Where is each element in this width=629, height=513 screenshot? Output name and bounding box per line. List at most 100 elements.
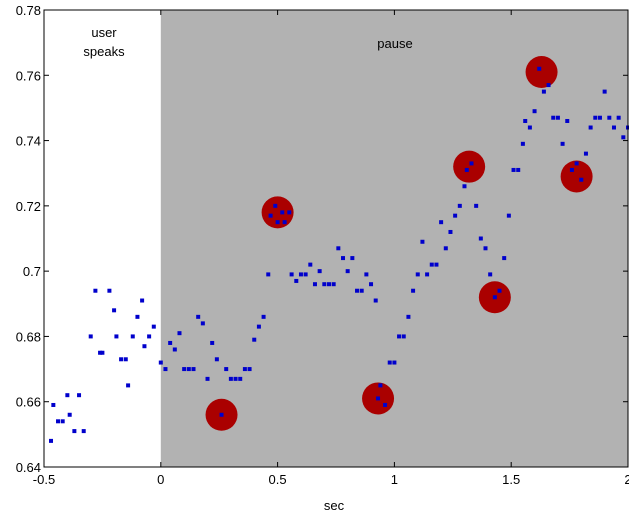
data-point-13 <box>107 288 112 293</box>
data-point-29 <box>177 331 182 336</box>
region-1 <box>160 10 629 467</box>
data-point-53 <box>282 220 287 225</box>
data-point-28 <box>172 347 177 352</box>
data-point-17 <box>123 357 128 362</box>
data-point-121 <box>588 125 593 130</box>
data-point-98 <box>483 246 488 251</box>
data-point-118 <box>574 161 579 166</box>
data-point-65 <box>336 246 341 251</box>
data-point-20 <box>135 314 140 319</box>
data-point-36 <box>210 340 215 345</box>
data-point-42 <box>238 376 243 381</box>
y-tick-label-5: 0.74 <box>16 134 41 149</box>
data-point-111 <box>541 89 546 94</box>
data-point-81 <box>406 314 411 319</box>
highlight-circle-5 <box>525 56 558 89</box>
data-point-63 <box>326 282 331 287</box>
data-point-96 <box>474 203 479 208</box>
data-point-74 <box>376 396 381 401</box>
data-point-9 <box>88 334 93 339</box>
data-point-49 <box>268 213 273 218</box>
data-point-124 <box>602 89 607 94</box>
data-point-47 <box>261 314 266 319</box>
data-point-70 <box>359 288 364 293</box>
data-point-64 <box>331 282 336 287</box>
data-point-60 <box>312 282 317 287</box>
data-point-66 <box>341 256 346 261</box>
data-point-8 <box>81 429 86 434</box>
x-axis-title: sec <box>324 498 345 513</box>
data-point-114 <box>555 115 560 120</box>
data-point-16 <box>119 357 124 362</box>
data-point-125 <box>607 115 612 120</box>
data-point-71 <box>364 272 369 277</box>
data-point-18 <box>126 383 131 388</box>
region-labels: user speaks pause <box>83 25 412 59</box>
data-point-120 <box>583 151 588 156</box>
data-point-76 <box>383 402 388 407</box>
data-point-57 <box>298 272 303 277</box>
data-point-38 <box>219 412 224 417</box>
y-tick-label-0: 0.64 <box>16 460 41 475</box>
data-point-61 <box>317 269 322 274</box>
data-point-83 <box>415 272 420 277</box>
data-point-115 <box>560 141 565 146</box>
data-point-89 <box>443 246 448 251</box>
data-point-67 <box>345 269 350 274</box>
plot-area-frame <box>43 9 629 468</box>
region-label-user-line2: speaks <box>83 44 125 59</box>
data-points <box>49 66 629 443</box>
y-tick-label-1: 0.66 <box>16 395 41 410</box>
data-point-21 <box>140 298 145 303</box>
data-point-99 <box>488 272 493 277</box>
data-point-110 <box>537 66 542 71</box>
region-0 <box>44 10 161 467</box>
y-tick-label-2: 0.68 <box>16 329 41 344</box>
data-point-46 <box>256 324 261 329</box>
data-point-10 <box>93 288 98 293</box>
data-point-101 <box>497 288 502 293</box>
data-point-24 <box>151 324 156 329</box>
data-point-41 <box>233 376 238 381</box>
data-point-84 <box>420 239 425 244</box>
data-point-19 <box>130 334 135 339</box>
data-point-119 <box>579 177 584 182</box>
data-point-92 <box>457 203 462 208</box>
data-point-11 <box>98 350 103 355</box>
data-point-87 <box>434 262 439 267</box>
y-tick-label-7: 0.78 <box>16 3 41 18</box>
y-tick-label-3: 0.7 <box>23 264 41 279</box>
data-point-39 <box>224 367 229 372</box>
data-point-7 <box>77 393 82 398</box>
data-point-112 <box>546 83 551 88</box>
data-point-62 <box>322 282 327 287</box>
x-tick-label-1: 0 <box>157 472 164 487</box>
data-point-80 <box>401 334 406 339</box>
data-point-43 <box>242 367 247 372</box>
y-tick-labels: 0.64 0.66 0.68 0.7 0.72 0.74 0.76 0.78 <box>16 3 41 475</box>
data-point-88 <box>439 220 444 225</box>
x-tick-labels: -0.5 0 0.5 1 1.5 2 <box>33 472 629 487</box>
data-point-33 <box>196 314 201 319</box>
data-point-45 <box>252 337 257 342</box>
data-point-123 <box>597 115 602 120</box>
data-point-72 <box>369 282 374 287</box>
data-point-27 <box>168 340 173 345</box>
data-point-25 <box>158 360 163 365</box>
data-point-56 <box>294 278 299 283</box>
data-point-5 <box>67 412 72 417</box>
data-point-68 <box>350 256 355 261</box>
data-point-32 <box>191 367 196 372</box>
data-point-0 <box>49 438 54 443</box>
x-tick-label-5: 2 <box>624 472 629 487</box>
data-point-122 <box>593 115 598 120</box>
data-point-4 <box>65 393 70 398</box>
data-point-40 <box>228 376 233 381</box>
data-point-75 <box>378 383 383 388</box>
data-point-1 <box>51 402 56 407</box>
y-tick-label-4: 0.72 <box>16 199 41 214</box>
data-point-93 <box>462 184 467 189</box>
data-point-82 <box>411 288 416 293</box>
data-point-3 <box>60 419 65 424</box>
